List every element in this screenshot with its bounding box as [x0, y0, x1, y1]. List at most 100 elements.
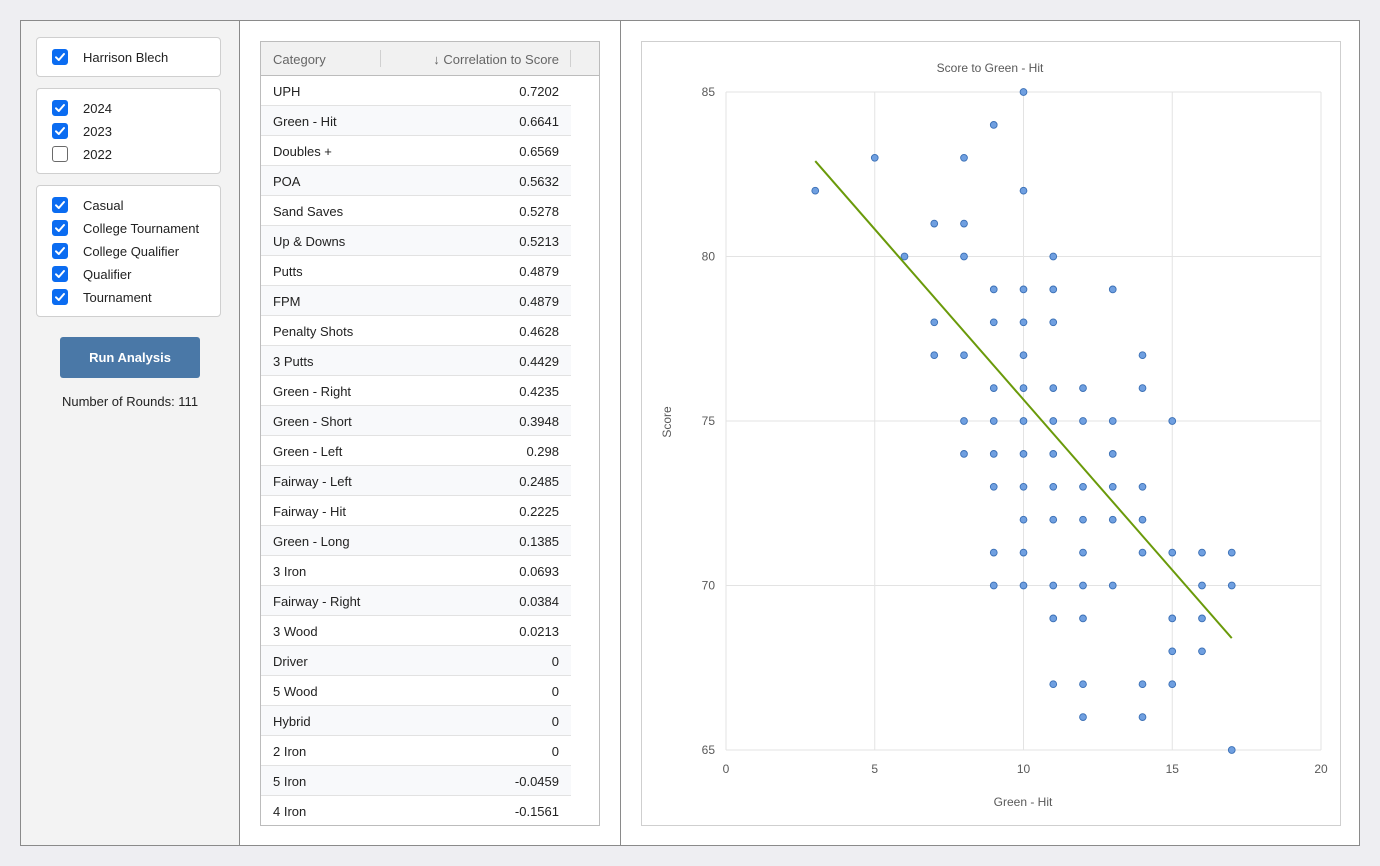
round-type-label[interactable]: Casual: [83, 197, 124, 213]
data-point[interactable]: [1019, 186, 1028, 195]
round-type-checkbox-row[interactable]: Tournament: [52, 287, 152, 307]
data-point[interactable]: [960, 450, 968, 458]
data-point[interactable]: [1079, 713, 1087, 721]
data-point[interactable]: [1049, 680, 1058, 689]
data-point[interactable]: [1049, 450, 1058, 458]
table-row[interactable]: Driver 0: [261, 646, 571, 676]
data-point[interactable]: [1138, 384, 1147, 392]
data-point[interactable]: [1168, 614, 1177, 623]
data-point[interactable]: [1168, 548, 1177, 557]
data-point[interactable]: [1108, 515, 1117, 524]
data-point[interactable]: [1049, 614, 1058, 623]
table-row[interactable]: Green - Right 0.4235: [261, 376, 571, 406]
data-point[interactable]: [1019, 581, 1028, 590]
column-divider[interactable]: [570, 50, 571, 67]
data-point[interactable]: [1019, 384, 1028, 392]
table-row[interactable]: Penalty Shots 0.4628: [261, 316, 571, 346]
round-type-checkbox-row[interactable]: College Qualifier: [52, 241, 179, 261]
table-row[interactable]: 5 Wood 0: [261, 676, 571, 706]
data-point[interactable]: [1079, 548, 1087, 557]
table-row[interactable]: Doubles + 0.6569: [261, 136, 571, 166]
data-point[interactable]: [1168, 647, 1177, 656]
data-point[interactable]: [1019, 318, 1028, 327]
data-point[interactable]: [1019, 417, 1028, 425]
data-point[interactable]: [1108, 581, 1117, 590]
data-point[interactable]: [1019, 450, 1028, 458]
table-row[interactable]: 3 Iron 0.0693: [261, 556, 571, 586]
column-header-category[interactable]: Category: [273, 52, 326, 67]
year-label[interactable]: 2022: [83, 146, 112, 162]
data-point[interactable]: [960, 351, 968, 360]
round-type-label[interactable]: College Qualifier: [83, 243, 180, 259]
table-row[interactable]: Up & Downs 0.5213: [261, 226, 571, 256]
data-point[interactable]: [1019, 548, 1028, 557]
data-point[interactable]: [960, 417, 968, 425]
table-row[interactable]: Green - Long 0.1385: [261, 526, 571, 556]
year-checkbox-row[interactable]: 2023: [52, 121, 112, 141]
year-label[interactable]: 2024: [83, 100, 112, 116]
data-point[interactable]: [1019, 285, 1028, 294]
data-point[interactable]: [900, 252, 909, 261]
table-row[interactable]: Green - Hit 0.6641: [261, 106, 571, 136]
data-point[interactable]: [1079, 384, 1087, 392]
table-row[interactable]: 4 Iron -0.1561: [261, 796, 571, 825]
round-type-label[interactable]: Tournament: [83, 289, 152, 305]
year-checkbox-row[interactable]: 2024: [52, 98, 112, 118]
player-label[interactable]: Harrison Blech: [83, 49, 169, 65]
round-type-checkbox-row[interactable]: Qualifier: [52, 264, 131, 284]
round-type-label[interactable]: Qualifier: [83, 266, 132, 282]
data-point[interactable]: [1108, 417, 1117, 425]
data-point[interactable]: [1138, 482, 1147, 491]
data-point[interactable]: [1198, 647, 1206, 656]
run-analysis-button[interactable]: Run Analysis: [60, 337, 200, 378]
data-point[interactable]: [1168, 417, 1177, 425]
data-point[interactable]: [1049, 318, 1058, 327]
data-point[interactable]: [1019, 515, 1028, 524]
data-point[interactable]: [1138, 713, 1147, 721]
data-point[interactable]: [989, 581, 998, 590]
data-point[interactable]: [1108, 482, 1117, 491]
data-point[interactable]: [989, 548, 998, 557]
data-point[interactable]: [1079, 581, 1087, 590]
data-point[interactable]: [1168, 680, 1177, 689]
checkbox-checked[interactable]: [52, 289, 68, 305]
table-row[interactable]: Fairway - Hit 0.2225: [261, 496, 571, 526]
table-row[interactable]: 3 Putts 0.4429: [261, 346, 571, 376]
data-point[interactable]: [1198, 581, 1206, 590]
checkbox-checked[interactable]: [52, 243, 68, 259]
data-point[interactable]: [1049, 515, 1058, 524]
checkbox-checked[interactable]: [52, 123, 68, 139]
data-point[interactable]: [960, 252, 968, 261]
column-header-correlation[interactable]: ↓ Correlation to Score: [433, 52, 559, 67]
data-point[interactable]: [989, 417, 998, 425]
data-point[interactable]: [1227, 548, 1236, 557]
data-point[interactable]: [930, 318, 939, 327]
data-point[interactable]: [1019, 482, 1028, 491]
round-type-checkbox-row[interactable]: College Tournament: [52, 218, 199, 238]
table-row[interactable]: Putts 0.4879: [261, 256, 571, 286]
data-point[interactable]: [1019, 88, 1028, 96]
data-point[interactable]: [930, 351, 939, 360]
data-point[interactable]: [870, 153, 879, 162]
player-checkbox-row[interactable]: Harrison Blech: [52, 47, 168, 67]
data-point[interactable]: [1138, 351, 1147, 360]
data-point[interactable]: [1049, 384, 1058, 392]
data-point[interactable]: [1138, 548, 1147, 557]
table-row[interactable]: 5 Iron -0.0459: [261, 766, 571, 796]
checkbox-checked[interactable]: [52, 220, 68, 236]
table-row[interactable]: Fairway - Left 0.2485: [261, 466, 571, 496]
data-point[interactable]: [1079, 482, 1087, 491]
data-point[interactable]: [989, 450, 998, 458]
data-point[interactable]: [960, 219, 968, 228]
table-row[interactable]: 2 Iron 0: [261, 736, 571, 766]
data-point[interactable]: [811, 186, 820, 195]
round-type-checkbox-row[interactable]: Casual: [52, 195, 123, 215]
data-point[interactable]: [1049, 482, 1058, 491]
data-point[interactable]: [989, 482, 998, 491]
data-point[interactable]: [1049, 417, 1058, 425]
data-point[interactable]: [1138, 680, 1147, 689]
table-row[interactable]: Sand Saves 0.5278: [261, 196, 571, 226]
table-row[interactable]: 3 Wood 0.0213: [261, 616, 571, 646]
data-point[interactable]: [1138, 515, 1147, 524]
checkbox-checked[interactable]: [52, 100, 68, 116]
